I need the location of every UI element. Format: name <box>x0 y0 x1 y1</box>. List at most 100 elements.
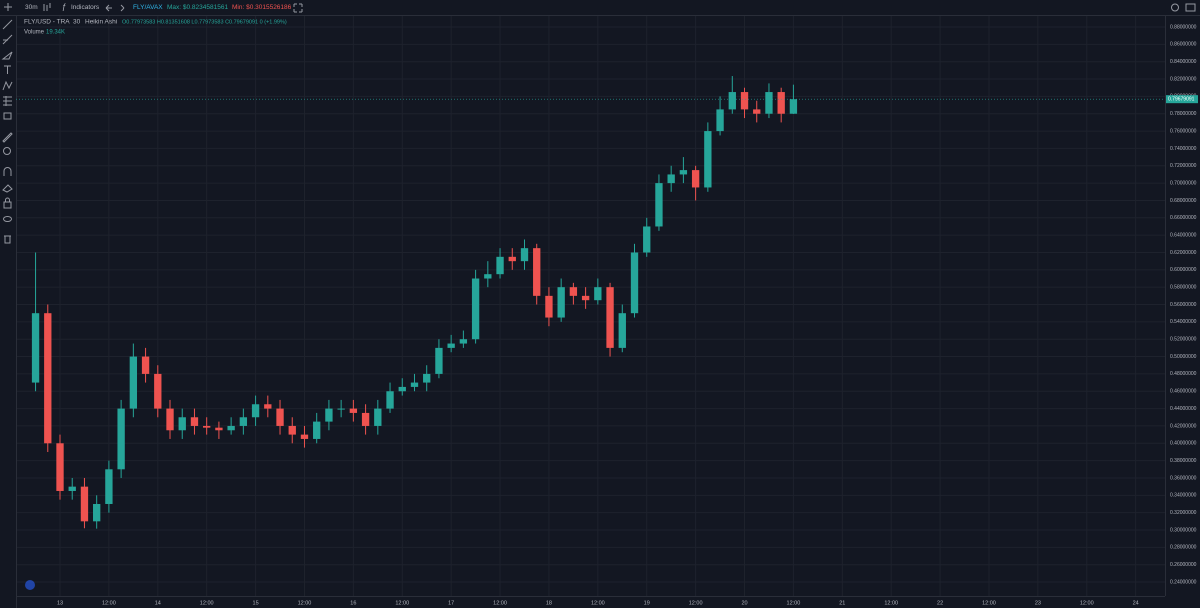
x-tick-label: 15 <box>253 600 259 606</box>
y-tick-label: 0.66000000 <box>1170 215 1197 221</box>
stay-drawing-tool[interactable] <box>2 184 13 193</box>
pattern-tool[interactable] <box>2 80 13 91</box>
undo-button[interactable] <box>105 4 112 12</box>
delete-tool[interactable] <box>4 235 11 244</box>
y-tick-label: 0.82000000 <box>1170 76 1197 82</box>
y-tick-label: 0.38000000 <box>1170 458 1197 464</box>
volume-label: Volume <box>24 30 45 36</box>
x-tick-label: 16 <box>350 600 356 606</box>
candle-body <box>386 391 394 409</box>
y-tick-label: 0.58000000 <box>1170 285 1197 291</box>
y-tick-label: 0.56000000 <box>1170 302 1197 308</box>
y-tick-label: 0.76000000 <box>1170 128 1197 134</box>
settings-button[interactable] <box>1171 3 1179 12</box>
zoom-tool[interactable] <box>3 147 11 155</box>
y-tick-label: 0.72000000 <box>1170 163 1197 169</box>
candle-body <box>190 417 199 426</box>
candle-body <box>325 408 333 422</box>
candle-body <box>105 469 113 504</box>
y-tick-label: 0.50000000 <box>1170 354 1197 360</box>
trendline-tool[interactable] <box>2 19 13 30</box>
x-tick-label: 14 <box>155 600 161 606</box>
crosshair-button[interactable] <box>4 3 12 11</box>
fib-tool[interactable] <box>2 34 13 45</box>
y-tick-label: 0.86000000 <box>1170 42 1197 48</box>
candle-body <box>349 408 358 413</box>
redo-button[interactable] <box>120 4 125 12</box>
candle-body <box>704 131 712 188</box>
candle-body <box>93 503 101 522</box>
candle-body <box>251 404 260 418</box>
y-tick-label: 0.34000000 <box>1170 493 1197 499</box>
symbol[interactable]: FLY/AVAX <box>133 4 163 11</box>
x-tick-label: 24 <box>1133 600 1139 606</box>
y-tick-label: 0.28000000 <box>1170 545 1197 551</box>
candle-body <box>447 343 455 348</box>
x-tick-label: 12:00 <box>884 600 898 606</box>
candle-body <box>630 252 639 314</box>
x-tick-label: 13 <box>57 600 63 606</box>
y-tick-label: 0.24000000 <box>1170 579 1197 585</box>
y-tick-label: 0.40000000 <box>1170 441 1197 447</box>
y-tick-label: 0.30000000 <box>1170 527 1197 533</box>
screenshot-button[interactable] <box>1185 3 1196 12</box>
candle-body <box>728 92 736 110</box>
candles <box>31 76 798 529</box>
candle-body <box>655 183 663 227</box>
y-tick-label: 0.62000000 <box>1170 250 1197 256</box>
y-tick-label: 0.46000000 <box>1170 389 1197 395</box>
candle-body <box>557 287 565 318</box>
x-tick-label: 12:00 <box>493 600 507 606</box>
prediction-tool[interactable] <box>3 96 12 106</box>
y-tick-label: 0.32000000 <box>1170 510 1197 516</box>
lock-tool[interactable] <box>3 197 12 209</box>
candle-body <box>117 408 125 470</box>
fx-icon: ƒ <box>62 3 66 12</box>
candle-body <box>716 109 724 132</box>
candle-body <box>618 313 626 348</box>
y-tick-label: 0.88000000 <box>1170 24 1197 30</box>
hide-tool[interactable] <box>3 216 12 222</box>
candle-body <box>337 408 345 410</box>
indicators-button[interactable]: Indicators <box>71 4 100 11</box>
candle-body <box>581 295 590 301</box>
magnet-tool[interactable] <box>3 167 12 177</box>
x-tick-label: 12:00 <box>200 600 214 606</box>
x-tick-label: 22 <box>937 600 943 606</box>
x-tick-label: 12:00 <box>395 600 409 606</box>
candle-body <box>459 339 468 344</box>
x-tick-label: 12:00 <box>1080 600 1094 606</box>
candle-body <box>520 248 529 262</box>
candle-body <box>643 226 651 253</box>
candle-body <box>484 274 492 279</box>
candle-body <box>753 109 761 114</box>
candle-body <box>789 99 798 114</box>
candle-body <box>471 278 480 340</box>
candle-body <box>129 356 138 409</box>
legend-title: FLY/USD - TRA <box>24 19 70 26</box>
candle-body <box>691 170 700 188</box>
ruler-tool[interactable] <box>2 132 13 143</box>
candle-body <box>141 356 150 374</box>
brush-tool[interactable] <box>1 51 13 60</box>
grid <box>16 16 1165 596</box>
chart-style-button[interactable] <box>43 3 51 11</box>
cloud-button[interactable] <box>25 580 35 590</box>
max-price: Max: $0.8234581561 <box>167 4 228 11</box>
candle-body <box>435 347 443 374</box>
y-tick-label: 0.26000000 <box>1170 562 1197 568</box>
fullscreen-button[interactable] <box>293 3 303 13</box>
y-tick-label: 0.48000000 <box>1170 371 1197 377</box>
last-price-label: 0.79679091 <box>1168 97 1195 103</box>
text-tool[interactable] <box>4 65 11 74</box>
y-tick-label: 0.74000000 <box>1170 146 1197 152</box>
shapes-tool[interactable] <box>3 112 12 120</box>
interval-button[interactable]: 30m <box>25 4 38 11</box>
candle-body <box>178 417 186 431</box>
candle-body <box>239 417 248 426</box>
candle-body <box>533 248 541 296</box>
candle-body <box>398 386 406 392</box>
candle-body <box>740 92 749 110</box>
min-price: Min: $0.3015526186 <box>232 4 292 11</box>
x-tick-label: 19 <box>644 600 650 606</box>
